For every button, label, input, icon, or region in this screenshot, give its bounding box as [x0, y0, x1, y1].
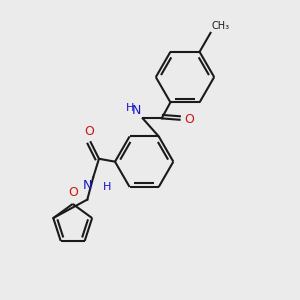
Text: H: H [126, 103, 135, 112]
Text: H: H [103, 182, 112, 192]
Text: N: N [132, 104, 141, 117]
Text: O: O [184, 113, 194, 126]
Text: N: N [82, 179, 92, 192]
Text: CH₃: CH₃ [212, 21, 230, 32]
Text: O: O [84, 125, 94, 138]
Text: O: O [68, 186, 78, 199]
